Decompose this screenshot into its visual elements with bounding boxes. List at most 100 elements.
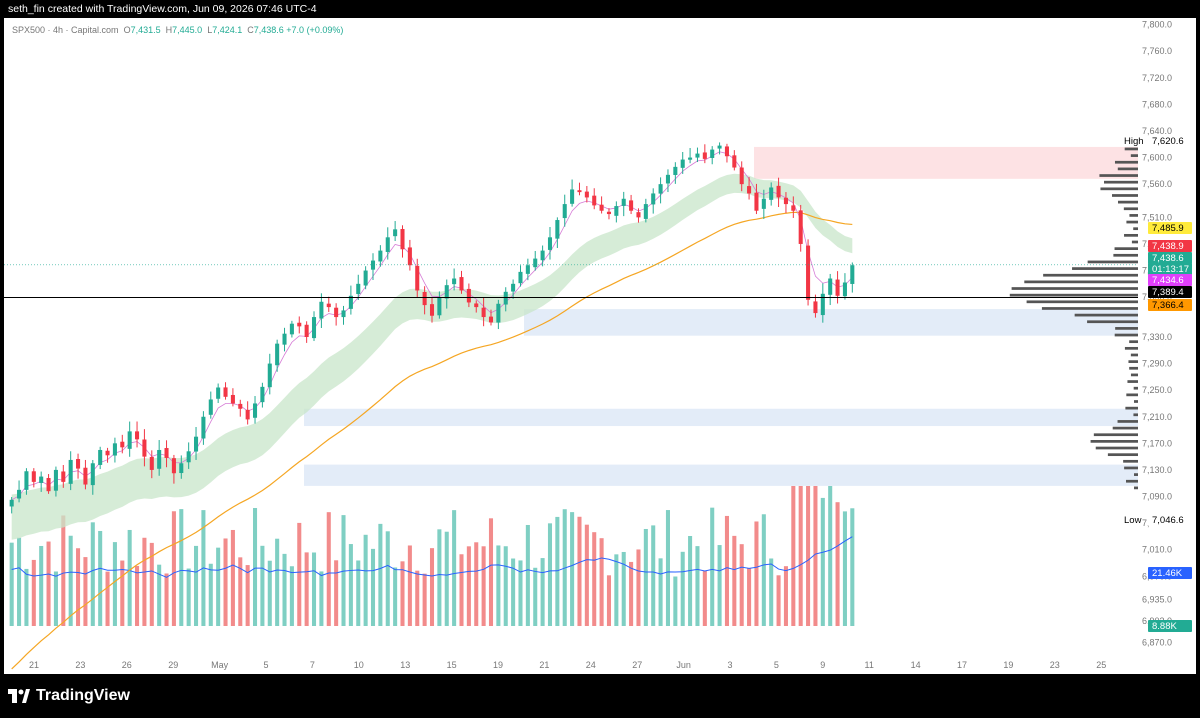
volume-bar xyxy=(429,548,435,626)
x-tick-label: 23 xyxy=(75,660,85,670)
y-tick-label: 7,560.0 xyxy=(1142,179,1172,189)
candle-body xyxy=(9,499,14,507)
x-tick-label: 7 xyxy=(310,660,315,670)
volume-bar xyxy=(791,486,796,626)
candle-body xyxy=(673,166,678,175)
candle-body xyxy=(230,394,235,404)
x-tick-label: 9 xyxy=(820,660,825,670)
candle-body xyxy=(341,310,346,318)
support-zone xyxy=(524,309,1138,336)
volume-profile-bar xyxy=(1113,253,1138,257)
volume-bar xyxy=(577,516,582,626)
x-tick-label: Jun xyxy=(676,660,691,670)
volume-bar xyxy=(120,560,125,626)
volume-profile-bar xyxy=(1043,273,1138,277)
volume-bar xyxy=(459,554,464,626)
price-tag-box xyxy=(1148,567,1192,579)
candle-body xyxy=(754,192,759,211)
y-tick-label: 7,170.0 xyxy=(1142,438,1172,448)
x-tick-label: 17 xyxy=(957,660,967,670)
volume-bar xyxy=(584,524,589,626)
candle-body xyxy=(311,317,317,339)
candle-body xyxy=(282,333,287,345)
candle-body xyxy=(629,200,634,211)
volume-profile-bar xyxy=(1117,420,1138,423)
x-tick-label: 15 xyxy=(447,660,457,670)
candle-body xyxy=(304,324,309,337)
candle-body xyxy=(474,303,479,308)
volume-bar xyxy=(437,529,442,626)
candle-body xyxy=(289,323,294,335)
price-tag-text: 7,046.6 xyxy=(1152,515,1184,526)
credit-text: seth_fin created with TradingView.com, J… xyxy=(8,3,317,15)
volume-bar xyxy=(496,545,501,626)
volume-bar xyxy=(695,546,700,626)
volume-bar xyxy=(665,510,670,626)
chart-canvas[interactable]: 7,800.0 7,760.0 7,720.0 7,680.0 7,640.0 7,600… xyxy=(4,18,1196,674)
volume-bar xyxy=(61,515,66,626)
volume-bar xyxy=(39,545,44,626)
volume-bar xyxy=(503,546,508,626)
volume-profile-bar xyxy=(1011,287,1138,290)
volume-profile-bar xyxy=(1074,313,1138,317)
volume-bar xyxy=(304,552,309,626)
candle-body xyxy=(208,399,213,415)
y-tick-label: 7,600.0 xyxy=(1142,153,1172,163)
volume-profile-bar xyxy=(1087,260,1138,264)
price-tag-text: 7,620.6 xyxy=(1152,136,1184,147)
volume-profile-bar xyxy=(1095,446,1138,450)
volume-bar xyxy=(680,551,685,626)
low-label: L xyxy=(207,25,213,35)
candle-body xyxy=(695,153,700,158)
volume-profile-bar xyxy=(1123,459,1138,463)
volume-bar xyxy=(466,546,471,626)
volume-bar xyxy=(370,548,376,626)
y-tick-label: 7,090.0 xyxy=(1142,492,1172,502)
volume-profile-bar xyxy=(1100,187,1138,191)
volume-bar xyxy=(297,522,302,626)
candle-body xyxy=(747,186,752,194)
volume-bar xyxy=(621,551,626,626)
chart-panel[interactable]: 7,800.0 7,760.0 7,720.0 7,680.0 7,640.0 7,600… xyxy=(4,18,1196,674)
tradingview-logo[interactable]: TradingView xyxy=(8,687,130,705)
candle-body xyxy=(194,436,199,452)
candle-body xyxy=(592,195,597,206)
volume-bar xyxy=(761,514,766,626)
credit-bar: seth_fin created with TradingView.com, J… xyxy=(0,0,1200,18)
volume-profile-bar xyxy=(1107,453,1138,457)
volume-profile-bar xyxy=(1114,160,1138,164)
volume-profile-bar xyxy=(1072,267,1138,270)
candle-body xyxy=(179,463,184,474)
volume-bar xyxy=(629,561,634,626)
close-label: C xyxy=(247,25,254,35)
volume-bar xyxy=(171,511,176,626)
volume-bar xyxy=(813,486,818,626)
candle-body xyxy=(488,316,494,323)
volume-bar xyxy=(540,558,545,626)
volume-bar xyxy=(555,516,560,626)
candle-body xyxy=(665,174,670,184)
volume-bar xyxy=(127,529,132,626)
price-tag-box xyxy=(1148,252,1192,264)
x-tick-label: 11 xyxy=(865,660,874,670)
candle-body xyxy=(518,271,523,284)
high-value: 7,445.0 xyxy=(172,25,203,35)
candle-body xyxy=(98,449,103,465)
volume-bar xyxy=(636,549,641,626)
candle-body xyxy=(643,204,648,219)
candle-body xyxy=(791,205,796,211)
volume-profile-bar xyxy=(1125,406,1138,410)
price-tag-text: 01:13:17 xyxy=(1152,264,1189,275)
candle-body xyxy=(813,301,818,314)
volume-bar xyxy=(260,545,265,626)
volume-bar xyxy=(46,541,51,626)
candle-body xyxy=(636,212,641,218)
candle-body xyxy=(437,297,442,316)
x-tick-label: 21 xyxy=(539,660,549,670)
volume-bar xyxy=(710,507,715,626)
x-tick-label: 3 xyxy=(727,660,732,670)
volume-bar xyxy=(407,545,412,626)
price-tag-box xyxy=(1148,514,1192,526)
price-tag-box xyxy=(1148,222,1192,234)
change-value: +7.0 (+0.09%) xyxy=(286,25,344,35)
